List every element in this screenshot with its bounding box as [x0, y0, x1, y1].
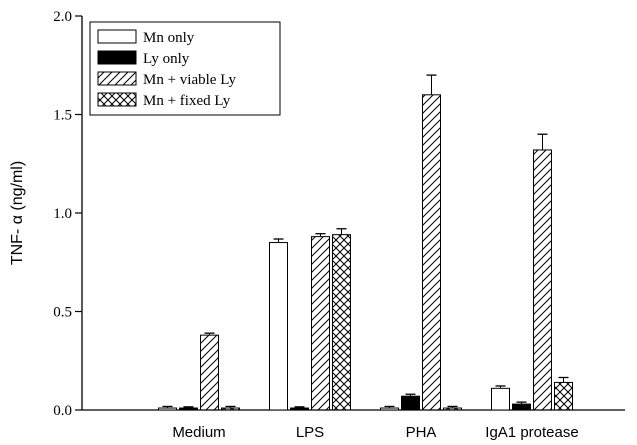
legend-label: Mn + fixed Ly — [143, 93, 231, 109]
bar-empty-3 — [491, 387, 510, 411]
legend-label: Ly only — [143, 51, 190, 67]
bar-solid-1 — [290, 407, 309, 411]
bar-hatch-0 — [200, 334, 219, 411]
x-tick-label: LPS — [296, 424, 324, 441]
x-tick-label: Medium — [172, 424, 225, 441]
bar-empty-1 — [269, 242, 288, 411]
bar-empty-0 — [158, 407, 177, 411]
legend: Mn only Ly only Mn + viable Ly Mn + fixed L… — [89, 21, 281, 116]
legend-swatch-empty — [97, 29, 137, 44]
bars — [158, 74, 573, 411]
bar-crosshatch-1 — [332, 234, 351, 411]
bar-crosshatch-3 — [554, 381, 573, 411]
y-axis-title: TNF- α (ng/ml) — [9, 161, 26, 265]
bar-crosshatch-0 — [221, 407, 240, 411]
legend-swatch-solid — [97, 50, 137, 65]
bar-crosshatch-2 — [443, 407, 462, 411]
legend-label: Mn + viable Ly — [143, 72, 237, 88]
legend-swatch-crosshatch — [97, 92, 137, 107]
y-tick-label: 0.0 — [53, 403, 72, 419]
x-tick-label: PHA — [406, 424, 437, 441]
y-tick-label: 0.5 — [53, 305, 72, 321]
y-tick-label: 1.5 — [53, 108, 72, 124]
bar-hatch-2 — [422, 94, 441, 411]
y-tick-label: 1.0 — [53, 206, 72, 222]
bar-solid-0 — [179, 407, 198, 411]
bar-solid-3 — [512, 403, 531, 411]
y-ticks: 0.0 0.5 1.0 1.5 2.0 — [53, 9, 82, 419]
x-tick-labels: Medium LPS PHA IgA1 protease — [172, 424, 578, 441]
y-tick-label: 2.0 — [53, 9, 72, 25]
bar-hatch-1 — [311, 236, 330, 411]
legend-swatch-hatch — [97, 71, 137, 86]
legend-label: Mn only — [143, 30, 195, 46]
bar-hatch-3 — [533, 149, 552, 411]
bar-empty-2 — [380, 407, 399, 411]
x-tick-label: IgA1 protease — [485, 424, 578, 441]
bar-solid-2 — [401, 395, 420, 411]
